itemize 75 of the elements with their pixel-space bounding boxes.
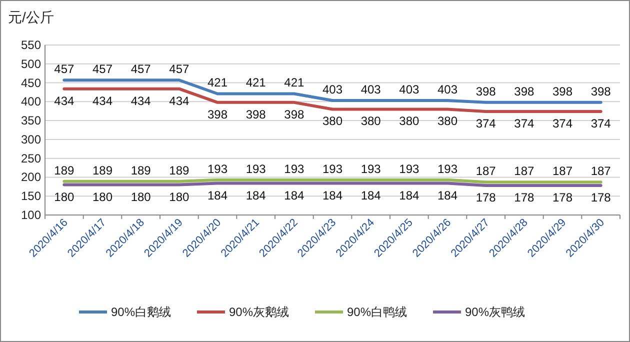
data-label: 193 xyxy=(246,162,266,176)
data-label: 374 xyxy=(476,116,496,130)
data-label: 421 xyxy=(284,76,304,90)
data-label: 189 xyxy=(54,163,74,178)
data-label: 380 xyxy=(322,114,343,128)
data-label: 398 xyxy=(207,107,228,122)
data-label: 434 xyxy=(130,94,152,108)
data-label: 184 xyxy=(437,188,458,202)
data-label: 193 xyxy=(360,162,382,176)
data-label: 398 xyxy=(284,107,304,122)
data-label: 374 xyxy=(552,116,573,130)
data-label: 398 xyxy=(514,84,534,98)
data-label: 178 xyxy=(514,190,534,205)
data-label: 184 xyxy=(246,188,266,202)
data-label: 184 xyxy=(284,188,304,202)
data-label: 189 xyxy=(130,163,152,178)
data-label: 403 xyxy=(399,82,420,97)
data-label: 178 xyxy=(590,190,612,205)
data-label: 184 xyxy=(399,188,420,202)
data-label: 457 xyxy=(92,62,113,76)
data-label: 187 xyxy=(514,164,534,178)
data-label: 184 xyxy=(207,188,228,202)
data-label: 193 xyxy=(322,162,343,176)
data-label: 398 xyxy=(590,84,612,98)
legend-label: 90%白鸭绒 xyxy=(347,305,408,319)
data-label: 403 xyxy=(437,82,458,97)
data-label: 457 xyxy=(54,62,74,76)
data-label: 380 xyxy=(437,114,458,128)
data-label: 434 xyxy=(169,94,190,108)
data-label: 180 xyxy=(169,190,190,204)
data-label: 380 xyxy=(360,114,382,128)
legend-label: 90%白鹅绒 xyxy=(111,305,172,319)
data-label: 189 xyxy=(169,163,190,178)
data-label: 403 xyxy=(322,82,343,97)
data-label: 193 xyxy=(399,162,420,176)
y-tick-label: 350 xyxy=(20,114,42,128)
y-tick-label: 500 xyxy=(20,56,42,71)
data-label: 374 xyxy=(514,116,534,130)
y-axis-title: 元/公斤 xyxy=(8,9,54,25)
data-label: 457 xyxy=(130,62,152,76)
y-tick-label: 200 xyxy=(20,170,42,184)
data-label: 380 xyxy=(399,114,420,128)
data-label: 180 xyxy=(54,190,74,204)
data-label: 193 xyxy=(437,162,458,176)
data-label: 180 xyxy=(92,190,113,204)
data-label: 184 xyxy=(322,188,343,202)
data-label: 187 xyxy=(590,164,612,178)
data-label: 180 xyxy=(130,190,152,204)
data-label: 421 xyxy=(207,76,228,90)
data-label: 374 xyxy=(590,116,612,130)
data-label: 193 xyxy=(284,162,304,176)
data-label: 189 xyxy=(92,163,113,178)
data-label: 421 xyxy=(246,76,266,90)
data-label: 187 xyxy=(552,164,573,178)
y-tick-label: 100 xyxy=(20,208,42,222)
legend-label: 90%灰鹅绒 xyxy=(229,305,290,319)
y-tick-label: 400 xyxy=(20,94,42,109)
data-label: 398 xyxy=(246,107,266,122)
data-label: 178 xyxy=(552,190,573,205)
data-label: 178 xyxy=(476,190,496,205)
data-label: 184 xyxy=(360,188,382,202)
y-tick-label: 300 xyxy=(20,132,42,146)
y-tick-label: 150 xyxy=(20,189,42,204)
y-tick-label: 450 xyxy=(20,76,42,90)
legend-label: 90%灰鸭绒 xyxy=(465,305,526,319)
data-label: 457 xyxy=(169,62,190,76)
data-label: 398 xyxy=(476,84,496,98)
y-tick-label: 550 xyxy=(20,38,42,52)
data-label: 403 xyxy=(360,82,382,97)
data-label: 398 xyxy=(552,84,573,98)
data-label: 434 xyxy=(92,94,113,108)
y-tick-label: 250 xyxy=(20,151,42,166)
data-label: 193 xyxy=(207,162,228,176)
data-label: 187 xyxy=(476,164,496,178)
data-label: 434 xyxy=(54,94,74,108)
